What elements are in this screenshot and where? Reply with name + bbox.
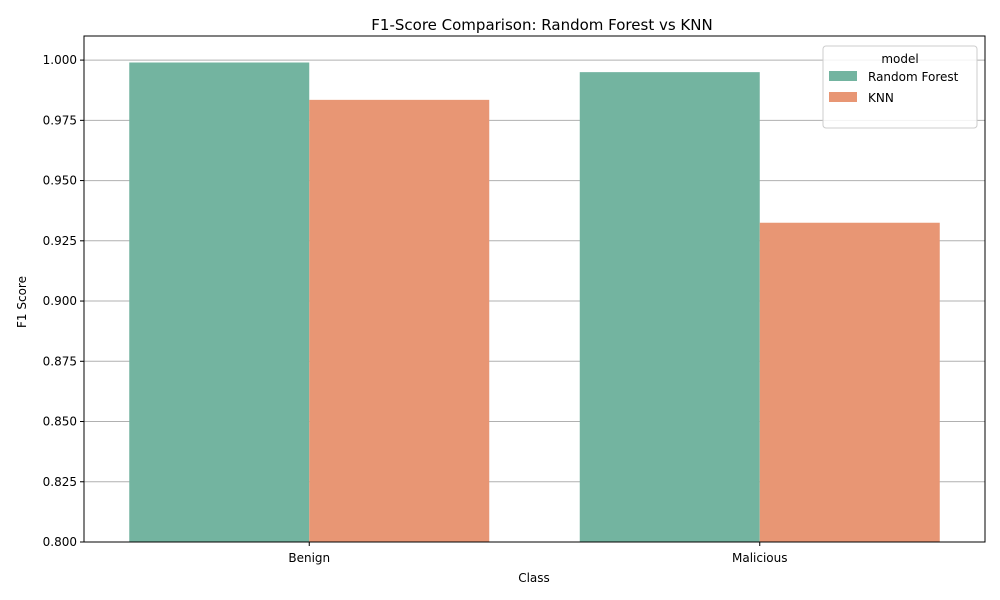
y-tick-label: 0.850: [43, 415, 77, 429]
x-axis-label: Class: [518, 571, 550, 585]
y-tick-label: 0.800: [43, 535, 77, 549]
y-axis-label: F1 Score: [15, 276, 29, 328]
legend-label: Random Forest: [868, 70, 959, 84]
bar-knn-malicious: [759, 222, 940, 542]
y-tick-label: 0.975: [43, 113, 77, 127]
y-tick-label: 0.825: [43, 475, 77, 489]
bars: [129, 62, 940, 543]
legend: model Random Forest KNN: [822, 45, 978, 129]
legend-title: model: [881, 52, 918, 66]
x-tick-label: Malicious: [732, 551, 788, 565]
legend-label: KNN: [868, 91, 894, 105]
y-tick-label: 0.925: [43, 234, 77, 248]
y-tick-label: 0.900: [43, 294, 77, 308]
legend-swatch: [829, 92, 857, 102]
y-tick-label: 1.000: [43, 53, 77, 67]
bar-random-forest-benign: [129, 62, 310, 542]
y-tick-label: 0.875: [43, 354, 77, 368]
legend-box: [822, 45, 978, 129]
bar-random-forest-malicious: [579, 72, 760, 543]
plot-frame: [83, 35, 986, 543]
chart-title: F1-Score Comparison: Random Forest vs KN…: [371, 16, 712, 34]
legend-swatch: [829, 71, 857, 81]
x-tick-label: Benign: [288, 551, 330, 565]
bar-knn-benign: [309, 99, 490, 542]
y-tick-label: 0.950: [43, 174, 77, 188]
axes: 0.800 0.825 0.850 0.875 0.900 0.925 0.950 0.975…: [43, 35, 986, 565]
